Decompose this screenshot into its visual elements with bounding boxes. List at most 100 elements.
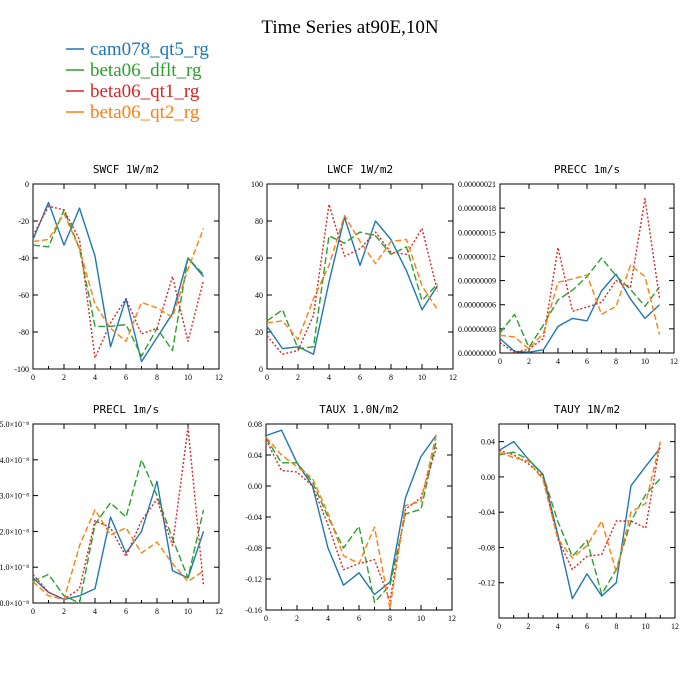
series-line	[32, 509, 204, 601]
y-tick-label: 0.00000006	[458, 301, 496, 310]
x-tick-label: 2	[62, 607, 66, 616]
y-tick-label: 4.0×10⁻⁸	[0, 456, 29, 465]
chart-panel: TAUX 1.0N/m2 0 2 4 6 8 10 12 0.08 0.04 0.00 -0.04 -0…	[245, 403, 456, 623]
series-line	[265, 429, 438, 596]
x-tick-label: 6	[124, 607, 128, 616]
series-line	[32, 212, 205, 342]
y-tick-label: 20	[255, 328, 263, 337]
y-tick-label: 0.00000003	[458, 325, 496, 334]
x-tick-label: 6	[585, 622, 589, 631]
y-tick-label: 0.00000000	[458, 349, 496, 358]
x-tick-label: 12	[448, 614, 456, 623]
x-tick-label: 0	[31, 373, 35, 382]
series-line	[266, 203, 439, 355]
y-tick-label: 0.00000015	[458, 228, 496, 237]
x-tick-label: 0	[498, 357, 502, 366]
y-tick-label: -0.08	[478, 543, 495, 552]
x-tick-label: 8	[155, 607, 159, 616]
x-tick-label: 12	[670, 357, 678, 366]
panel-title: TAUY 1N/m2	[554, 403, 620, 416]
x-tick-label: 8	[388, 614, 392, 623]
chart-panel: PRECC 1m/s 0 2 4 6 8 10 12 0.00000000 0.00000003 0…	[458, 163, 678, 366]
x-tick-label: 0	[264, 614, 268, 623]
y-tick-label: -0.04	[245, 513, 262, 522]
panel-title: TAUX 1.0N/m2	[319, 403, 398, 416]
x-tick-label: 8	[614, 622, 618, 631]
series-line	[265, 433, 438, 610]
series-line	[32, 201, 205, 363]
x-tick-label: 10	[642, 622, 650, 631]
series-line	[498, 451, 661, 595]
x-tick-label: 10	[418, 373, 426, 382]
y-tick-label: -0.12	[478, 579, 495, 588]
x-tick-label: 2	[295, 614, 299, 623]
series-line	[498, 441, 661, 571]
y-tick-label: -100	[14, 365, 29, 374]
plot-frame	[499, 183, 675, 354]
x-tick-label: 8	[389, 373, 393, 382]
y-tick-label: -20	[18, 217, 29, 226]
figure-title: Time Series at90E,10N	[261, 17, 438, 38]
x-tick-label: 4	[556, 622, 560, 631]
legend-label: beta06_dflt_rg	[90, 60, 202, 81]
x-tick-label: 12	[449, 373, 457, 382]
series-line	[32, 459, 205, 604]
chart-panels: SWCF 1W/m2 0 2 4 6 8 10 12 0 -20 -40 -60 -80 -100 LWCF…	[0, 163, 679, 631]
y-tick-label: -60	[18, 291, 29, 300]
legend-label: cam078_qt5_rg	[90, 39, 209, 60]
series-line	[266, 216, 439, 355]
x-tick-label: 0	[265, 373, 269, 382]
y-tick-label: 0.00000018	[458, 204, 496, 213]
panel-title: PRECC 1m/s	[554, 163, 620, 176]
x-tick-label: 8	[155, 373, 159, 382]
x-tick-label: 10	[184, 373, 192, 382]
series-line	[265, 437, 438, 603]
y-tick-label: 0	[259, 365, 263, 374]
y-tick-label: 3.0×10⁻⁸	[0, 492, 29, 501]
y-tick-label: 0	[25, 180, 29, 189]
x-tick-label: 4	[327, 373, 331, 382]
plot-frame	[32, 423, 220, 604]
x-tick-label: 10	[184, 607, 192, 616]
series-line	[266, 231, 439, 350]
x-tick-label: 4	[93, 373, 97, 382]
y-tick-label: 0.04	[248, 451, 262, 460]
series-line	[266, 214, 439, 341]
y-tick-label: 80	[255, 217, 263, 226]
chart-panel: LWCF 1W/m2 0 2 4 6 8 10 12 0 20 40 60 80 100	[251, 163, 457, 382]
x-tick-label: 4	[556, 357, 560, 366]
y-tick-label: 5.0×10⁻⁸	[0, 420, 29, 429]
y-tick-label: -0.08	[245, 544, 262, 553]
x-tick-label: 4	[93, 607, 97, 616]
chart-panel: TAUY 1N/m2 0 2 4 6 8 10 12 0.04 0.00 -0.04 -0.08 -0.…	[478, 403, 679, 631]
panel-title: PRECL 1m/s	[93, 403, 159, 416]
series-line	[499, 257, 661, 349]
series-line	[499, 197, 661, 354]
x-tick-label: 0	[497, 622, 501, 631]
series-line	[32, 426, 205, 601]
y-tick-label: 1.0×10⁻⁸	[0, 563, 29, 572]
plot-frame	[498, 423, 676, 619]
legend: cam078_qt5_rgbeta06_dflt_rgbeta06_qt1_rg…	[66, 39, 209, 123]
x-tick-label: 6	[357, 614, 361, 623]
x-tick-label: 2	[296, 373, 300, 382]
y-tick-label: 0.04	[481, 438, 495, 447]
x-tick-label: 6	[358, 373, 362, 382]
y-tick-label: 0.0×10⁻⁸	[0, 599, 29, 608]
series-line	[499, 264, 661, 350]
y-tick-label: -0.04	[478, 508, 495, 517]
y-tick-label: 0.00000012	[458, 252, 496, 261]
legend-label: beta06_qt2_rg	[90, 102, 200, 123]
y-tick-label: 60	[255, 254, 263, 263]
panel-title: SWCF 1W/m2	[93, 163, 159, 176]
x-tick-label: 6	[124, 373, 128, 382]
legend-label: beta06_qt1_rg	[90, 81, 200, 102]
x-tick-label: 4	[326, 614, 330, 623]
y-tick-label: -0.12	[245, 575, 262, 584]
y-tick-label: 2.0×10⁻⁸	[0, 527, 29, 536]
series-line	[32, 205, 205, 359]
x-tick-label: 10	[417, 614, 425, 623]
x-tick-label: 10	[641, 357, 649, 366]
panel-title: LWCF 1W/m2	[327, 163, 393, 176]
